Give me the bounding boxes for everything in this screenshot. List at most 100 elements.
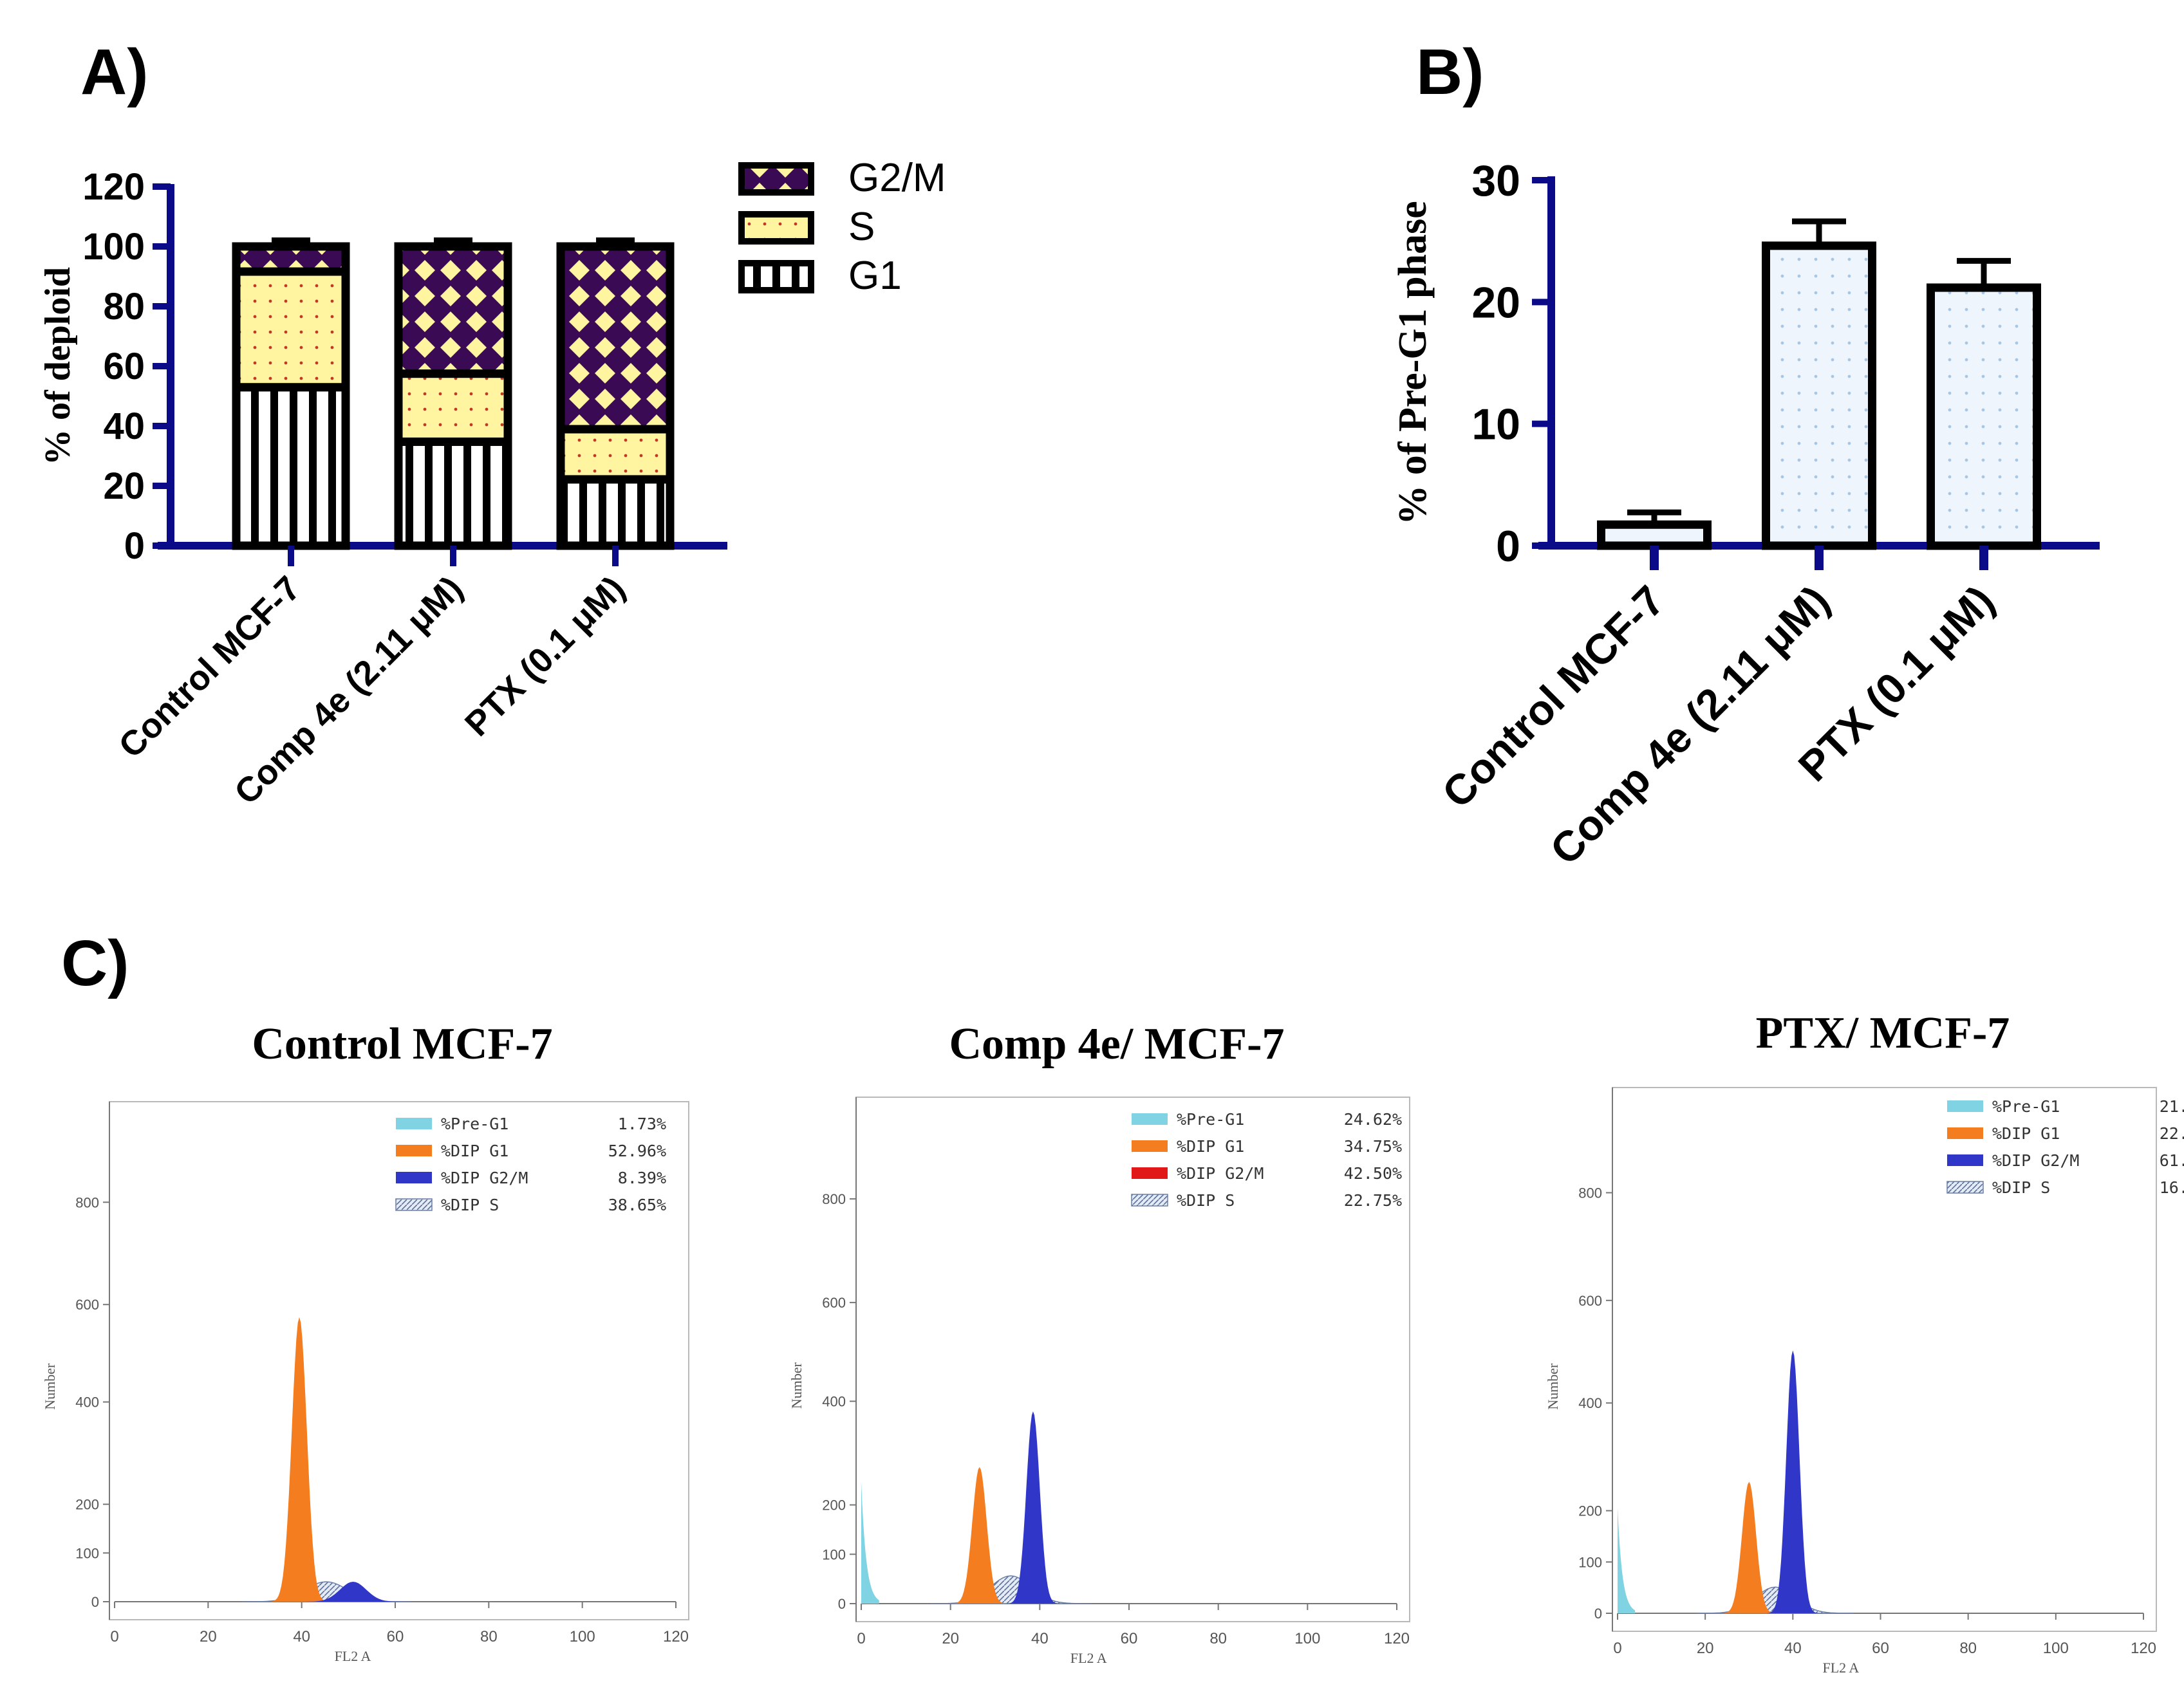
y-tick-label: 120 bbox=[82, 166, 145, 208]
x-tick-label: 40 bbox=[1031, 1630, 1049, 1647]
bar bbox=[1597, 520, 1712, 550]
y-tick-label: 80 bbox=[103, 286, 145, 328]
legend-value: 1.73% bbox=[618, 1115, 666, 1133]
x-axis-title: FL2 A bbox=[1070, 1650, 1107, 1666]
x-tick-label: 20 bbox=[1697, 1640, 1714, 1657]
histogram-g2m-peak bbox=[301, 1582, 406, 1602]
legend-value: 24.62% bbox=[1344, 1110, 1402, 1129]
y-tick-label: 600 bbox=[75, 1297, 99, 1313]
legend-swatch bbox=[1132, 1113, 1168, 1125]
x-tick-label: Comp 4e (2.11 μM) bbox=[1541, 577, 1838, 874]
legend-value: 34.75% bbox=[1344, 1137, 1402, 1156]
x-tick-label: 60 bbox=[1121, 1630, 1138, 1647]
y-tick-label: 600 bbox=[1578, 1293, 1602, 1309]
legend-label: %DIP G1 bbox=[441, 1142, 509, 1160]
histogram-panel: Control MCF-7 0 20 40 60 80 100 120 FL2 A 0 100 200… bbox=[42, 1019, 689, 1664]
y-tick-label: 100 bbox=[75, 1545, 99, 1561]
bar bbox=[1927, 283, 2041, 550]
bar-segment-g2m bbox=[556, 242, 675, 434]
x-tick-label: 80 bbox=[1959, 1640, 1977, 1657]
legend-label: %DIP G2/M bbox=[441, 1169, 528, 1187]
legend-label: G2/M bbox=[848, 156, 946, 200]
y-tick-label: 0 bbox=[91, 1594, 99, 1610]
x-tick-label: 20 bbox=[200, 1628, 217, 1645]
y-tick-label: 0 bbox=[1594, 1606, 1602, 1622]
legend-value: 8.39% bbox=[618, 1169, 666, 1187]
legend-swatch bbox=[395, 1198, 433, 1211]
histogram-g1-peak bbox=[951, 1467, 1009, 1604]
y-tick-label: 200 bbox=[75, 1497, 99, 1513]
x-tick-label: 40 bbox=[1784, 1640, 1802, 1657]
legend-value: 38.65% bbox=[608, 1196, 666, 1214]
legend-label: %Pre-G1 bbox=[1992, 1097, 2060, 1116]
x-tick-label: 120 bbox=[1384, 1630, 1410, 1647]
legend-label: %Pre-G1 bbox=[441, 1115, 509, 1133]
y-axis-title: % of Pre-G1 phase bbox=[1391, 201, 1435, 524]
bar-segment-s bbox=[232, 267, 350, 392]
legend-swatch bbox=[1947, 1154, 1983, 1166]
legend-swatch bbox=[396, 1118, 432, 1129]
legend-swatch bbox=[1131, 1194, 1168, 1207]
x-tick-label: 0 bbox=[1613, 1640, 1621, 1657]
y-tick-label: 30 bbox=[1471, 156, 1520, 205]
y-tick-label: 10 bbox=[1471, 400, 1520, 449]
y-tick-label: 600 bbox=[822, 1295, 846, 1311]
plot-frame bbox=[109, 1101, 689, 1620]
y-tick-label: 800 bbox=[1578, 1185, 1602, 1201]
y-tick-label: 0 bbox=[838, 1596, 846, 1612]
legend-value: 21.18% bbox=[2160, 1097, 2184, 1116]
legend-label: %DIP S bbox=[441, 1196, 499, 1214]
plot-frame bbox=[1612, 1087, 2157, 1632]
histogram-g2m-peak bbox=[1006, 1411, 1060, 1604]
legend-label: G1 bbox=[848, 254, 902, 298]
panel-c-label: C) bbox=[61, 927, 129, 999]
y-tick-label: 0 bbox=[124, 525, 145, 567]
y-tick-label: 100 bbox=[822, 1546, 846, 1562]
y-tick-label: 400 bbox=[1578, 1395, 1602, 1411]
y-tick-label: 400 bbox=[822, 1394, 846, 1410]
legend-label: %DIP G2/M bbox=[1177, 1164, 1264, 1183]
legend-swatch bbox=[1946, 1181, 1984, 1194]
bar-segment-g2m bbox=[232, 242, 350, 276]
histogram-pre-g1-area bbox=[861, 1482, 879, 1604]
y-tick-label: 800 bbox=[75, 1194, 99, 1210]
bar-segment-s bbox=[394, 369, 512, 446]
legend-label: S bbox=[848, 205, 875, 249]
panel-a-label: A) bbox=[80, 36, 149, 108]
y-tick-label: 0 bbox=[1496, 522, 1520, 571]
legend-swatch bbox=[1132, 1140, 1168, 1152]
plot-frame bbox=[855, 1097, 1410, 1622]
y-tick-label: 800 bbox=[822, 1191, 846, 1207]
x-tick-label: 60 bbox=[387, 1628, 404, 1645]
legend-value: 52.96% bbox=[608, 1142, 666, 1160]
legend-swatch bbox=[738, 260, 814, 293]
x-tick-label: 40 bbox=[293, 1628, 310, 1645]
legend-value: 16.77% bbox=[2160, 1178, 2184, 1197]
legend-swatch bbox=[396, 1172, 432, 1183]
legend-swatch bbox=[738, 162, 814, 196]
legend-label: %Pre-G1 bbox=[1177, 1110, 1244, 1129]
legend-swatch bbox=[1947, 1127, 1983, 1139]
x-tick-label: 60 bbox=[1872, 1640, 1889, 1657]
x-axis-title: FL2 A bbox=[1822, 1660, 1859, 1676]
x-axis-title: FL2 A bbox=[335, 1648, 371, 1664]
legend-swatch bbox=[396, 1145, 432, 1156]
legend-label: %DIP S bbox=[1992, 1178, 2050, 1197]
y-axis-title: % of deploid bbox=[38, 267, 78, 465]
bar-segment-g1 bbox=[556, 475, 675, 550]
legend-swatch bbox=[738, 211, 814, 245]
x-tick-label: PTX (0.1 μM) bbox=[458, 569, 633, 744]
y-axis-title: Number bbox=[1545, 1363, 1561, 1410]
bar-segment-g2m bbox=[394, 242, 512, 378]
bar bbox=[1762, 241, 1876, 550]
histogram-s-area bbox=[1696, 1586, 1854, 1614]
bar-segment-g1 bbox=[232, 383, 350, 550]
y-tick-label: 200 bbox=[822, 1497, 846, 1514]
legend-value: 22.75% bbox=[1344, 1191, 1402, 1210]
x-tick-label: 0 bbox=[110, 1628, 118, 1645]
panel-b-label: B) bbox=[1416, 36, 1484, 108]
y-axis-title: Number bbox=[42, 1363, 58, 1410]
